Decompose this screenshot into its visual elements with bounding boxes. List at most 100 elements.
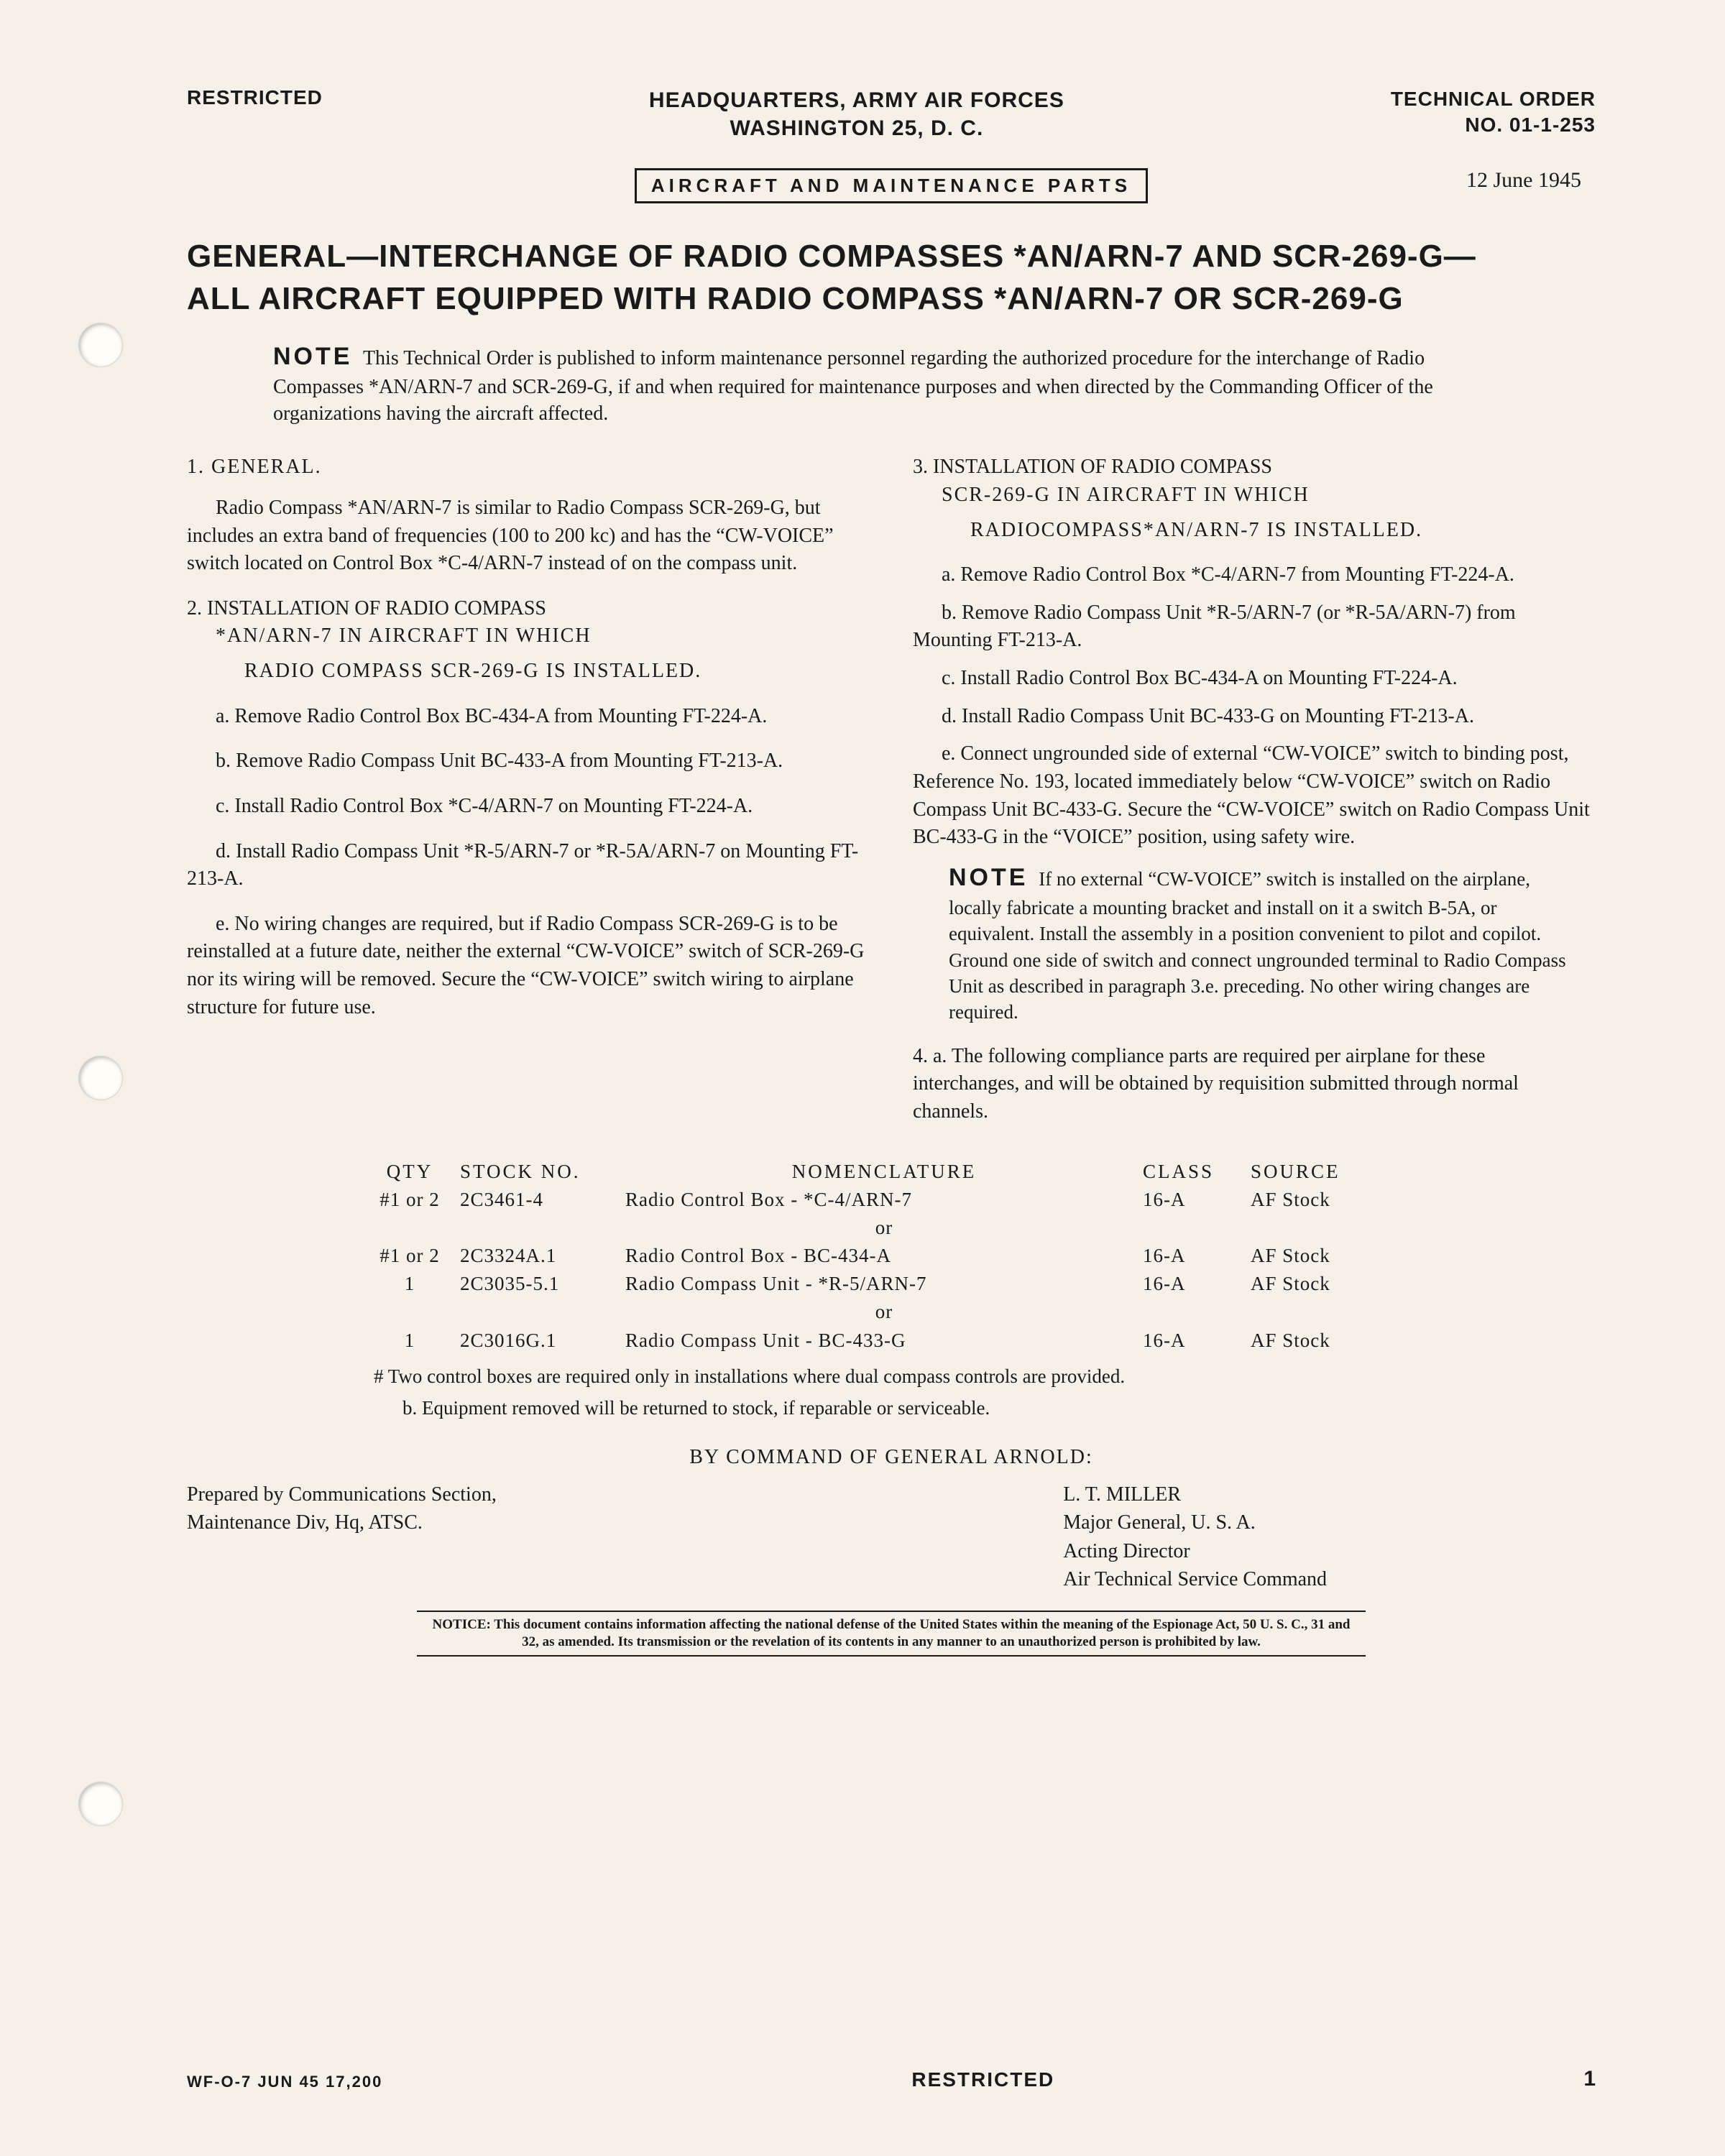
col-nomenclature: NOMENCLATURE [625,1158,1143,1186]
cell-source [1251,1298,1380,1326]
espionage-notice: NOTICE: This document contains informati… [417,1611,1366,1657]
sig-rank: Major General, U. S. A. [1063,1508,1596,1537]
cell-source: AF Stock [1251,1270,1380,1298]
cell-class: 16-A [1143,1270,1251,1298]
footnote-hash: # Two control boxes are required only in… [374,1363,1596,1391]
cell-class: 16-A [1143,1242,1251,1270]
parts-header-row: QTY STOCK NO. NOMENCLATURE CLASS SOURCE [359,1158,1596,1186]
signature-block: L. T. MILLER Major General, U. S. A. Act… [919,1480,1596,1593]
punch-hole [79,1056,122,1100]
step-3b: b. Remove Radio Compass Unit *R-5/ARN-7 … [913,599,1596,655]
step-2b: b. Remove Radio Compass Unit BC-433-A fr… [187,747,870,775]
col-class: CLASS [1143,1158,1251,1186]
note-block-2: NOTE If no external “CW-VOICE” switch is… [949,862,1587,1026]
cell-class [1143,1298,1251,1326]
title-line-2: ALL AIRCRAFT EQUIPPED WITH RADIO COMPASS… [187,277,1596,320]
step-3a: a. Remove Radio Control Box *C-4/ARN-7 f… [913,561,1596,589]
cell-nomenclature: Radio Compass Unit - *R-5/ARN-7 [625,1270,1143,1298]
cell-class: 16-A [1143,1186,1251,1214]
body-columns: 1. GENERAL. Radio Compass *AN/ARN-7 is s… [187,453,1596,1143]
category-wrap: AIRCRAFT AND MAINTENANCE PARTS [187,168,1596,203]
sig-title: Acting Director [1063,1537,1596,1565]
main-title: GENERAL—INTERCHANGE OF RADIO COMPASSES *… [187,235,1596,321]
cell-nomenclature: Radio Control Box - BC-434-A [625,1242,1143,1270]
page: RESTRICTED HEADQUARTERS, ARMY AIR FORCES… [0,0,1725,2156]
parts-row: or [359,1214,1596,1242]
note-block: NOTE This Technical Order is published t… [273,341,1509,428]
cell-nomenclature: Radio Control Box - *C-4/ARN-7 [625,1186,1143,1214]
headquarters: HEADQUARTERS, ARMY AIR FORCES WASHINGTON… [649,86,1064,142]
prepared-by: Prepared by Communications Section, Main… [187,1480,863,1593]
classification-top: RESTRICTED [187,86,323,109]
cell-nomenclature: or [625,1298,1143,1326]
footer: WF-O-7 JUN 45 17,200 RESTRICTED 1 [187,2067,1596,2091]
parts-table: QTY STOCK NO. NOMENCLATURE CLASS SOURCE … [359,1158,1596,1355]
cell-source: AF Stock [1251,1327,1380,1355]
section-3-head: 3. INSTALLATION OF RADIO COMPASS SCR-269… [913,453,1596,544]
s2-line-3: RADIO COMPASS SCR-269-G IS INSTALLED. [273,658,870,686]
note-label-2: NOTE [949,864,1028,891]
cell-class: 16-A [1143,1327,1251,1355]
cell-stock [460,1298,625,1326]
punch-hole [79,1782,122,1825]
punch-hole [79,323,122,367]
step-3c: c. Install Radio Control Box BC-434-A on… [913,665,1596,693]
cell-qty [359,1298,460,1326]
s3-line-3: RADIOCOMPASS*AN/ARN-7 IS INSTALLED. [999,517,1596,545]
step-3d: d. Install Radio Compass Unit BC-433-G o… [913,703,1596,731]
cell-source: AF Stock [1251,1242,1380,1270]
prepared-line-1: Prepared by Communications Section, [187,1480,863,1508]
hq-line-2: WASHINGTON 25, D. C. [649,114,1064,142]
note-label: NOTE [273,343,352,370]
classification-bottom: RESTRICTED [911,2068,1054,2091]
to-label: TECHNICAL ORDER [1391,86,1596,112]
step-2a: a. Remove Radio Control Box BC-434-A fro… [187,703,870,731]
parts-row: 12C3016G.1Radio Compass Unit - BC-433-G1… [359,1327,1596,1355]
prepared-line-2: Maintenance Div, Hq, ATSC. [187,1508,863,1537]
parts-body: #1 or 22C3461-4Radio Control Box - *C-4/… [359,1186,1596,1355]
category-box: AIRCRAFT AND MAINTENANCE PARTS [635,168,1148,203]
parts-row: #1 or 22C3461-4Radio Control Box - *C-4/… [359,1186,1596,1214]
sig-org: Air Technical Service Command [1063,1565,1596,1593]
col-qty: QTY [359,1158,460,1186]
s2-line-2: *AN/ARN-7 IN AIRCRAFT IN WHICH [244,622,870,650]
cell-qty: 1 [359,1327,460,1355]
cell-qty: 1 [359,1270,460,1298]
cell-class [1143,1214,1251,1242]
parts-row: #1 or 22C3324A.1Radio Control Box - BC-4… [359,1242,1596,1270]
cell-qty [359,1214,460,1242]
hq-line-1: HEADQUARTERS, ARMY AIR FORCES [649,86,1064,114]
print-code: WF-O-7 JUN 45 17,200 [187,2073,382,2091]
s3-line-1: 3. INSTALLATION OF RADIO COMPASS [913,453,1596,482]
cell-qty: #1 or 2 [359,1242,460,1270]
section-2-head: 2. INSTALLATION OF RADIO COMPASS *AN/ARN… [187,595,870,686]
step-2d: d. Install Radio Compass Unit *R-5/ARN-7… [187,838,870,893]
step-2e: e. No wiring changes are required, but i… [187,911,870,1022]
cell-stock: 2C3324A.1 [460,1242,625,1270]
left-column: 1. GENERAL. Radio Compass *AN/ARN-7 is s… [187,453,870,1143]
cell-nomenclature: or [625,1214,1143,1242]
col-stock: STOCK NO. [460,1158,625,1186]
right-column: 3. INSTALLATION OF RADIO COMPASS SCR-269… [913,453,1596,1143]
section-4: 4. a. The following compliance parts are… [913,1043,1596,1126]
cell-stock [460,1214,625,1242]
cell-source [1251,1214,1380,1242]
col-source: SOURCE [1251,1158,1380,1186]
footnote-b: b. Equipment removed will be returned to… [374,1395,1596,1422]
s3-line-2: SCR-269-G IN AIRCRAFT IN WHICH [970,482,1596,510]
section-1-para: Radio Compass *AN/ARN-7 is similar to Ra… [187,494,870,578]
cell-qty: #1 or 2 [359,1186,460,1214]
technical-order-block: TECHNICAL ORDER NO. 01-1-253 [1391,86,1596,139]
parts-row: or [359,1298,1596,1326]
cell-stock: 2C3035-5.1 [460,1270,625,1298]
step-2c: c. Install Radio Control Box *C-4/ARN-7 … [187,793,870,821]
note-text: This Technical Order is published to inf… [273,347,1433,425]
section-1-head: 1. GENERAL. [187,453,870,482]
header: RESTRICTED HEADQUARTERS, ARMY AIR FORCES… [187,86,1596,142]
to-number: NO. 01-1-253 [1391,112,1596,138]
page-number: 1 [1583,2067,1596,2091]
cell-stock: 2C3461-4 [460,1186,625,1214]
cell-source: AF Stock [1251,1186,1380,1214]
step-3e: e. Connect ungrounded side of external “… [913,740,1596,852]
command-line: BY COMMAND OF GENERAL ARNOLD: [187,1446,1596,1469]
